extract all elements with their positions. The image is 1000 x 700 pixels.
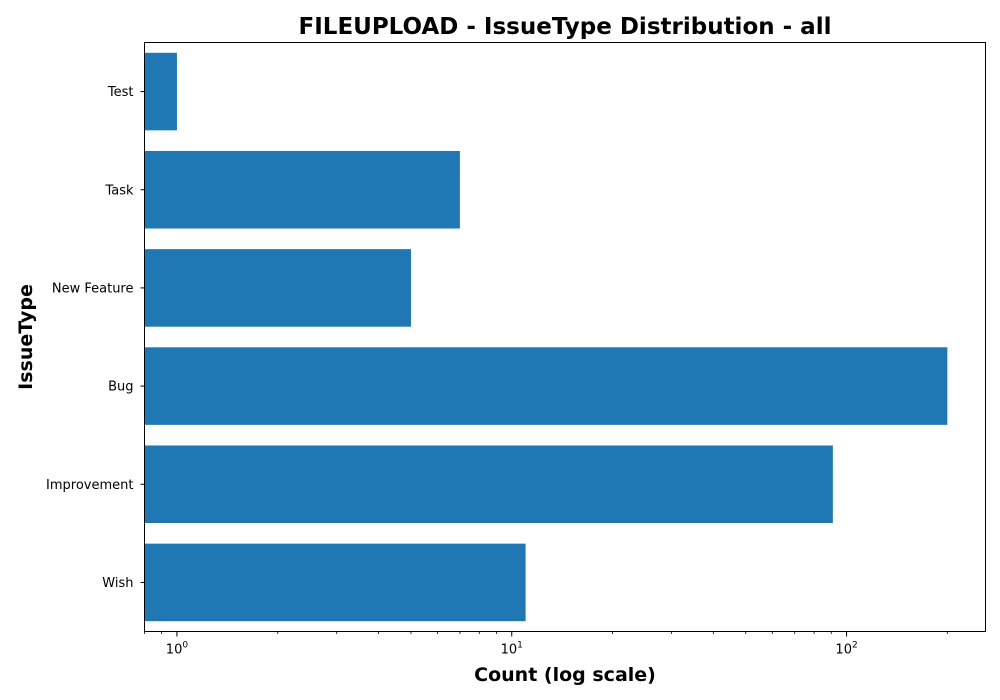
x-tick-label: 102	[835, 641, 857, 658]
plot-area: 100 101 102 Wish Improvement Bug New Feature T…	[46, 42, 986, 658]
y-tick-label-task: Task	[104, 183, 134, 198]
x-tick-label: 100	[166, 641, 189, 658]
bar-bug	[144, 347, 948, 425]
bar-new-feature	[144, 249, 411, 327]
y-axis-title: IssueType	[15, 284, 37, 390]
bar-improvement	[144, 445, 833, 524]
bar-wish	[144, 543, 526, 622]
axes-frame	[144, 42, 986, 632]
bar-task	[144, 150, 460, 229]
bar-test	[144, 52, 177, 131]
x-axis-title: Count (log scale)	[474, 664, 656, 686]
y-axis-ticks: Wish Improvement Bug New Feature Task Test	[46, 85, 145, 591]
y-tick-label-wish: Wish	[102, 576, 133, 591]
y-tick-label-improvement: Improvement	[46, 478, 133, 493]
chart-title: FILEUPLOAD - IssueType Distribution - al…	[299, 14, 832, 40]
y-tick-label-new-feature: New Feature	[52, 281, 134, 296]
x-axis-ticks: 100 101 102	[144, 631, 948, 658]
y-tick-label-bug: Bug	[108, 380, 133, 395]
x-tick-label: 101	[501, 641, 523, 658]
bar-series	[144, 52, 948, 622]
y-tick-label-test: Test	[107, 85, 134, 100]
